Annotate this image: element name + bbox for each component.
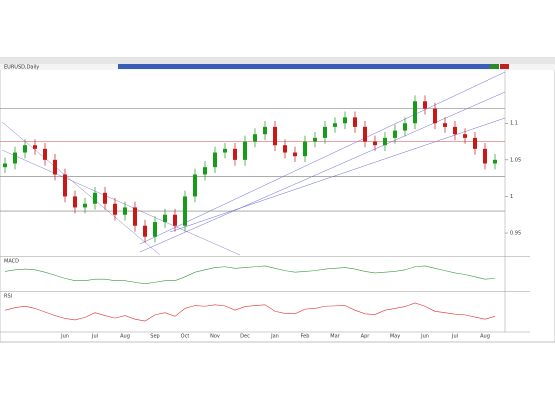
indicator-line: [4, 302, 496, 322]
y-tick-label: 1.1: [510, 121, 518, 127]
plot: 0.95 1 1.05 1.1 Jun Jul Aug Sep Oct Nov Dec Jan Feb M…: [0, 95, 521, 340]
candle-body: [463, 134, 467, 138]
y-tick-label: 0.95: [510, 231, 521, 237]
candle-body: [123, 207, 127, 215]
candle-body: [483, 148, 487, 164]
candle-body: [3, 163, 7, 168]
toolbar: [0, 58, 555, 64]
chart-title: EURUSD,Daily: [4, 65, 39, 71]
candle-body: [433, 108, 437, 124]
candle-body: [223, 148, 227, 153]
candle-body: [153, 222, 157, 237]
x-tick-label: Dec: [240, 334, 250, 340]
candle-body: [473, 137, 477, 149]
channel-line: [1, 149, 241, 256]
x-tick-label: Oct: [181, 334, 190, 340]
candle-body: [203, 167, 207, 175]
candle-body: [63, 174, 67, 197]
candle-body: [403, 123, 407, 131]
candle-body: [343, 117, 347, 124]
candle-body: [163, 214, 167, 223]
x-tick-label: Apr: [361, 334, 371, 340]
indicator-label: RSI: [4, 294, 12, 300]
candle-body: [243, 141, 247, 160]
title-strip: [118, 64, 490, 69]
candle-body: [363, 126, 367, 142]
x-tick-label: Aug: [480, 334, 490, 340]
candle-body: [53, 159, 57, 175]
candle-body: [83, 203, 87, 208]
candle-body: [283, 145, 287, 153]
candle-body: [213, 152, 217, 168]
candle-body: [393, 130, 397, 138]
candle-body: [33, 145, 37, 149]
x-tick-label: Aug: [120, 334, 130, 340]
candle-body: [453, 126, 457, 135]
x-tick-label: Jul: [91, 334, 98, 340]
candle-body: [303, 141, 307, 157]
candle-body: [293, 152, 297, 157]
candle-body: [143, 225, 147, 237]
x-tick-label: Jan: [270, 334, 279, 340]
candle-body: [423, 101, 427, 109]
candle-body: [73, 196, 77, 208]
x-tick-label: Mar: [330, 334, 340, 340]
button-buy[interactable]: [490, 64, 499, 69]
candle-body: [133, 207, 137, 226]
candle-body: [373, 141, 377, 146]
candle-body: [353, 117, 357, 127]
candle-body: [93, 192, 97, 204]
window-frame: [0, 57, 555, 343]
candle-body: [173, 214, 177, 226]
candle-body: [23, 145, 27, 153]
candle-body: [253, 134, 257, 142]
channel-line: [169, 117, 506, 233]
candle-body: [323, 126, 327, 138]
candle-body: [193, 174, 197, 197]
candle-body: [493, 159, 497, 164]
candle-body: [333, 123, 337, 127]
button-sell[interactable]: [500, 64, 509, 69]
candle-body: [443, 123, 447, 127]
candle-body: [103, 192, 107, 204]
channel-line: [1, 121, 161, 256]
channel-line: [139, 91, 506, 253]
y-tick-label: 1.05: [510, 157, 521, 163]
candle-body: [383, 137, 387, 146]
candle-body: [13, 152, 17, 164]
channel-line: [139, 71, 506, 245]
x-tick-label: Jun: [420, 334, 429, 340]
x-tick-label: Jul: [451, 334, 458, 340]
indicator-label: MACD: [4, 259, 19, 265]
y-tick-label: 1: [510, 194, 513, 200]
x-tick-label: Feb: [301, 334, 310, 340]
candle-body: [313, 137, 317, 142]
candle-body: [183, 196, 187, 226]
candle-body: [273, 126, 277, 146]
candle-body: [113, 203, 117, 215]
indicator-line: [4, 265, 496, 285]
candle-body: [43, 148, 47, 160]
x-tick-label: Sep: [150, 334, 159, 340]
x-tick-label: May: [390, 334, 400, 340]
x-tick-label: Nov: [210, 334, 220, 340]
x-tick-label: Jun: [60, 334, 69, 340]
candle-body: [263, 126, 267, 135]
candle-body: [413, 101, 417, 124]
candle-body: [233, 148, 237, 160]
